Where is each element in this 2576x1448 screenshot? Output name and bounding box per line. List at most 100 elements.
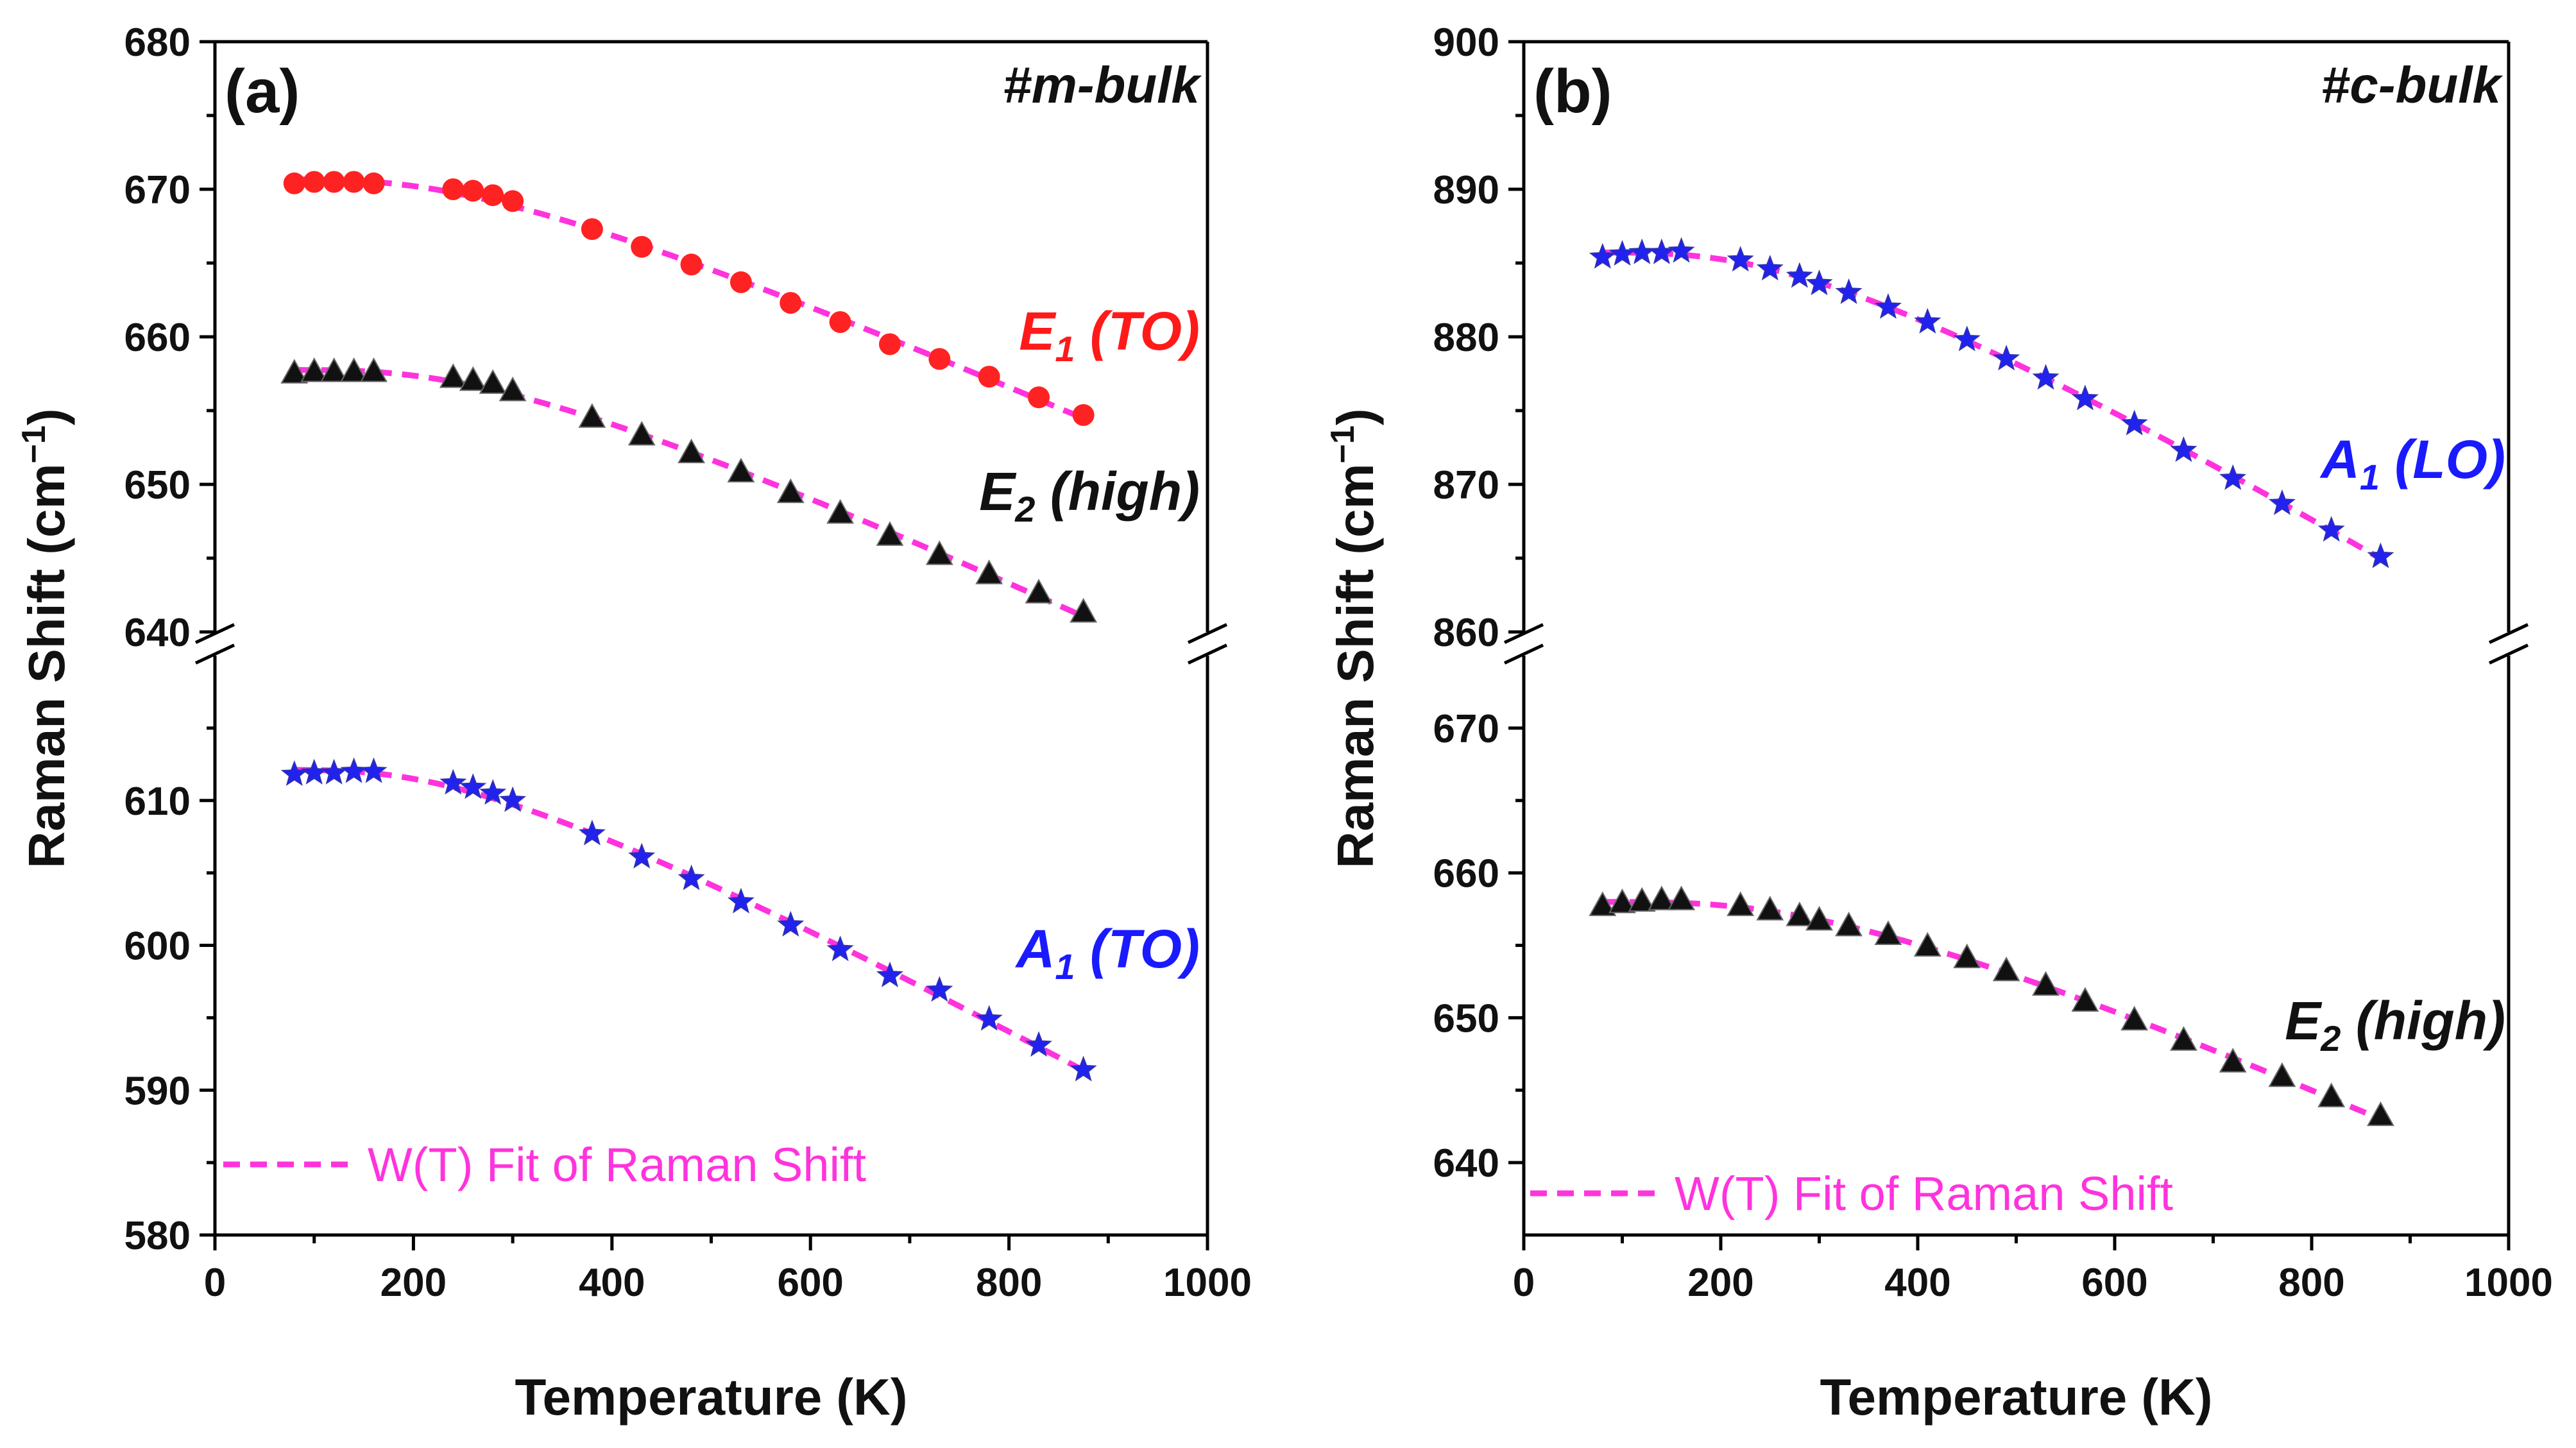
x-tick-label: 1000 — [1163, 1261, 1252, 1305]
data-point-triangle — [1953, 943, 1981, 969]
data-point-star — [340, 757, 368, 783]
y-axis-title: Raman Shift (cm−1) — [1324, 408, 1384, 868]
fit-line-1 — [1602, 899, 2382, 1122]
data-point-circle — [343, 171, 365, 193]
data-point-triangle — [1589, 891, 1617, 916]
data-point-star — [1874, 293, 1902, 319]
fit-line-2 — [294, 767, 1085, 1073]
data-point-triangle — [678, 438, 705, 463]
data-point-star — [1070, 1055, 1097, 1082]
data-point-star — [1993, 345, 2020, 371]
axis-break-gap — [1505, 635, 1543, 653]
data-point-triangle — [1874, 920, 1902, 945]
data-point-circle — [680, 253, 703, 276]
y-tick-label: 870 — [1433, 463, 1499, 507]
legend-label: W(T) Fit of Raman Shift — [1675, 1167, 2174, 1220]
x-tick-label: 0 — [1513, 1261, 1535, 1305]
y-tick-label: 640 — [1433, 1141, 1499, 1186]
data-point-circle — [878, 333, 901, 355]
data-point-star — [300, 758, 328, 785]
x-tick-label: 800 — [976, 1261, 1042, 1305]
y-tick-label: 660 — [1433, 852, 1499, 896]
data-point-star — [926, 976, 953, 1002]
series-label: E2 (high) — [2285, 991, 2505, 1059]
data-point-triangle — [300, 357, 328, 382]
data-point-triangle — [2367, 1101, 2394, 1127]
y-tick-label: 860 — [1433, 611, 1499, 655]
data-point-circle — [462, 180, 484, 202]
x-tick-label: 200 — [1687, 1261, 1753, 1305]
y-tick-label: 590 — [124, 1069, 191, 1113]
data-point-star — [280, 760, 308, 787]
x-tick-label: 0 — [204, 1261, 226, 1305]
data-point-circle — [1072, 404, 1095, 426]
data-point-star — [499, 786, 527, 812]
data-point-triangle — [479, 369, 507, 394]
y-tick-label: 610 — [124, 779, 191, 824]
data-point-circle — [1028, 386, 1050, 409]
chart-panel-a: 0 200 400 600 800 1000 640 650 660 670 680 580 590 60… — [15, 21, 1252, 1426]
panel-label: (b) — [1533, 57, 1612, 126]
data-point-star — [826, 935, 854, 962]
data-point-star — [975, 1005, 1003, 1031]
data-point-triangle — [1727, 891, 1755, 916]
y-tick-label: 680 — [124, 21, 191, 65]
fit-line-0 — [294, 176, 1085, 422]
data-point-triangle — [459, 366, 487, 391]
data-point-triangle — [2170, 1026, 2197, 1051]
series-label: E2 (high) — [979, 461, 1200, 529]
data-point-circle — [729, 271, 752, 293]
data-point-triangle — [439, 363, 467, 388]
x-axis-title: Temperature (K) — [515, 1368, 908, 1426]
data-point-star — [727, 887, 755, 914]
axis-break-gap — [2489, 635, 2528, 653]
data-point-star — [578, 819, 606, 846]
x-tick-label: 400 — [1884, 1261, 1950, 1305]
data-point-star — [2367, 542, 2394, 568]
y-tick-label: 580 — [124, 1214, 191, 1258]
axis-break-mark — [2488, 623, 2529, 644]
x-axis-title: Temperature (K) — [1820, 1368, 2213, 1426]
data-point-triangle — [2120, 1005, 2149, 1031]
data-point-star — [2219, 464, 2247, 490]
data-point-star — [1756, 255, 1784, 281]
sample-label: #c-bulk — [2321, 56, 2503, 114]
axis-break-gap — [196, 635, 234, 653]
data-point-triangle — [826, 498, 855, 524]
data-point-star — [1648, 238, 1675, 264]
data-point-star — [1589, 243, 1616, 269]
data-point-circle — [482, 184, 504, 207]
data-point-triangle — [2317, 1082, 2346, 1107]
data-point-star — [2170, 436, 2197, 463]
data-point-circle — [502, 190, 524, 212]
axis-break-gap — [1188, 635, 1227, 653]
data-point-star — [876, 961, 904, 987]
y-tick-label: 880 — [1433, 316, 1499, 360]
data-point-circle — [363, 172, 385, 194]
data-point-star — [678, 864, 705, 890]
sample-label: #m-bulk — [1003, 56, 1202, 114]
data-point-triangle — [1756, 896, 1784, 921]
data-point-triangle — [2268, 1062, 2296, 1087]
data-point-triangle — [1668, 885, 1696, 910]
data-point-star — [459, 773, 487, 799]
data-point-triangle — [340, 357, 368, 382]
data-point-triangle — [1608, 888, 1636, 914]
data-point-triangle — [1025, 579, 1053, 604]
y-tick-label: 670 — [124, 168, 191, 212]
axis-break-mark — [1187, 623, 1228, 644]
series-label: A1 (LO) — [2319, 429, 2505, 497]
data-point-triangle — [2071, 987, 2099, 1012]
data-point-star — [1628, 238, 1656, 264]
axis-break-mark — [1187, 643, 1228, 665]
y-tick-label: 890 — [1433, 168, 1499, 212]
data-point-circle — [829, 311, 851, 333]
data-point-star — [2268, 489, 2296, 515]
data-point-triangle — [280, 359, 309, 384]
data-point-triangle — [1648, 885, 1676, 910]
data-point-triangle — [578, 403, 606, 428]
data-point-star — [2317, 516, 2345, 542]
y-tick-label: 670 — [1433, 707, 1499, 751]
data-point-triangle — [876, 521, 904, 546]
